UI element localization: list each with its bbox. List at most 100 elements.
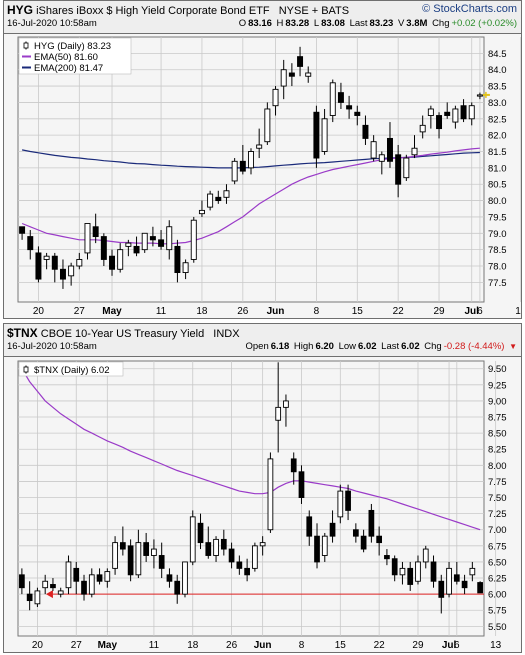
hyg-description: iShares iBoxx $ High Yield Corporate Bon… [36, 5, 270, 17]
candle-body [73, 567, 80, 582]
candle-body [376, 535, 383, 544]
candle-body [127, 545, 134, 576]
x-tick-label: 22 [374, 640, 386, 651]
legend-candle-body-icon [23, 366, 29, 373]
candle-body [354, 111, 361, 116]
candle-body [141, 232, 148, 251]
candle-body [174, 245, 181, 274]
candle-body [248, 151, 254, 169]
candle-body [84, 223, 91, 254]
candle-body [321, 535, 328, 556]
x-tick-label: 27 [71, 640, 83, 651]
candle-body [329, 522, 336, 537]
candle-body [337, 92, 344, 103]
x-tick-label: 20 [32, 640, 44, 651]
x-tick-label: 15 [352, 306, 364, 317]
x-tick-label: May [102, 306, 122, 317]
y-tick-label: 5.75 [488, 606, 507, 617]
x-tick-label: 8 [314, 306, 320, 317]
hyg-symbol: HYG [7, 3, 34, 17]
y-tick-label: 9.50 [488, 364, 507, 375]
y-tick-label: 77.5 [488, 278, 507, 289]
candle-body [68, 265, 75, 277]
y-tick-label: 80.0 [488, 196, 507, 207]
candle-body [34, 590, 41, 605]
y-tick-label: 81.5 [488, 147, 507, 158]
candle-body [76, 259, 83, 267]
plot-area [17, 360, 485, 637]
candle-body [391, 558, 398, 576]
y-tick-label: 7.25 [488, 509, 507, 520]
y-tick-label: 8.25 [488, 445, 507, 456]
candle-body [386, 137, 393, 162]
tnx-yield-chart[interactable]: 5.50 5.75 6.00 6.25 6.50 6.75 7.00 7.25 7.50 7.75… [4, 358, 521, 652]
legend-label: $TNX (Daily) 6.02 [34, 365, 110, 376]
candle-body [43, 255, 50, 260]
legend-candle-body-icon [23, 42, 29, 49]
tnx-exchange: INDX [213, 328, 240, 340]
candle-body [35, 252, 42, 280]
candle-body [306, 516, 313, 537]
x-tick-label: 6 [477, 306, 483, 317]
candle-body [422, 548, 429, 563]
legend-label: EMA(50) 81.60 [34, 52, 98, 63]
y-tick-label: 8.00 [488, 461, 507, 472]
x-tick-label: 20 [33, 306, 45, 317]
candle-body [297, 56, 304, 67]
support-arrow-icon [45, 590, 53, 599]
candle-body [460, 105, 467, 120]
x-tick-label: 27 [74, 306, 86, 317]
candle-body [119, 542, 126, 550]
candle-body [125, 242, 132, 247]
chart-legend: $TNX (Daily) 6.02 [18, 361, 124, 377]
candle-body [198, 209, 205, 215]
candle-body [143, 542, 150, 556]
candle-body [267, 458, 274, 531]
candle-body [151, 548, 157, 556]
last-value: 83.23 [369, 18, 394, 29]
hyg-price-chart[interactable]: 77.5 78.0 78.5 79.0 79.5 80.0 80.5 81.0 81.5 82.0… [4, 34, 521, 318]
x-tick-label: 26 [226, 640, 238, 651]
x-tick-label: Jun [267, 306, 285, 317]
stockcharts-brand[interactable]: © StockCharts.com [422, 3, 517, 15]
candle-body [213, 538, 219, 556]
candle-body [92, 226, 99, 238]
high-label: High [293, 341, 314, 352]
y-tick-label: 82.5 [488, 114, 507, 125]
x-tick-label: 6 [454, 640, 460, 651]
candle-body [182, 561, 188, 595]
change-label: Chg [424, 341, 442, 352]
y-tick-label: 80.5 [488, 180, 507, 191]
candle-body [252, 545, 258, 569]
candle-body [275, 406, 282, 421]
candle-body [329, 82, 336, 116]
y-tick-label: 82.0 [488, 131, 507, 142]
x-tick-label: 13 [515, 306, 521, 317]
candle-body [305, 72, 312, 77]
candle-body [345, 490, 351, 511]
open-value: 6.18 [270, 341, 290, 352]
candle-body [399, 567, 406, 576]
y-tick-label: 78.5 [488, 245, 507, 256]
candle-body [368, 509, 375, 537]
candle-body [313, 111, 320, 159]
candle-body [314, 535, 320, 563]
candle-body [477, 582, 483, 594]
candle-body [438, 580, 445, 598]
candle-body [182, 262, 189, 274]
candle-body [104, 571, 111, 582]
y-tick-label: 79.5 [488, 212, 507, 223]
tnx-quote: Open 6.18 High 6.20 Low 6.02 Last 6.02 Chg -0… [244, 341, 518, 352]
candle-body [189, 516, 196, 563]
candle-body [384, 555, 390, 560]
candle-body [436, 115, 443, 130]
candle-body [461, 580, 468, 589]
candle-body [468, 105, 475, 120]
candle-body [133, 245, 140, 254]
x-tick-label: 11 [149, 640, 160, 651]
candle-body [370, 141, 377, 159]
last-label: Last [349, 18, 368, 29]
candle-body [51, 255, 58, 270]
candle-body [65, 561, 72, 589]
